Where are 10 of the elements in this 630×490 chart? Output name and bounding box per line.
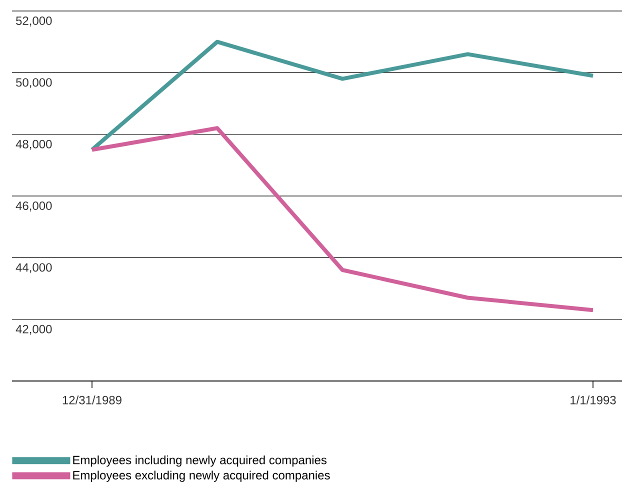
y-tick-label: 42,000 [16,324,52,335]
x-tick-label: 1/1/1993 [570,396,616,404]
legend-label: Employees including newly acquired companies [73,455,327,467]
y-tick-label: 48,000 [16,140,52,150]
y-tick-label: 52,000 [16,16,52,26]
x-tick-label: 12/31/1989 [62,396,122,404]
legend-label: Employees excluding newly acquired companies [73,470,330,482]
y-tick-label: 46,000 [16,202,52,212]
y-tick-label: 50,000 [16,78,52,88]
y-tick-label: 44,000 [16,263,52,274]
